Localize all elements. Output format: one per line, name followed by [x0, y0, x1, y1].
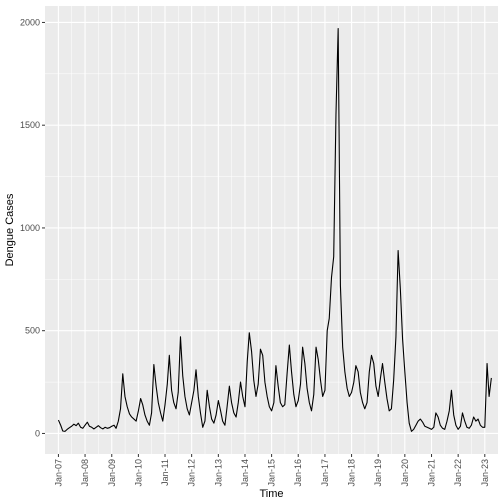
- x-tick-label: Jan-23: [480, 459, 490, 487]
- x-tick-label: Jan-08: [80, 459, 90, 487]
- x-tick-label: Jan-16: [293, 459, 303, 487]
- minor-gridlines: [45, 6, 498, 454]
- series-line-dengue-cases: [57, 28, 492, 432]
- x-tick-label: Jan-14: [240, 459, 250, 487]
- y-tick-label: 500: [25, 326, 40, 336]
- y-tick-label: 0: [35, 428, 40, 438]
- x-tick-label: Jan-07: [53, 459, 63, 487]
- x-tick-label: Jan-22: [453, 459, 463, 487]
- x-tick-label: Jan-10: [133, 459, 143, 487]
- y-tick-label: 2000: [20, 17, 40, 27]
- x-tick-label: Jan-19: [373, 459, 383, 487]
- y-axis-title: Dengue Cases: [4, 193, 16, 266]
- x-tick-label: Jan-18: [347, 459, 357, 487]
- x-tick-label: Jan-12: [187, 459, 197, 487]
- y-tick-label: 1000: [20, 223, 40, 233]
- x-tick-label: Jan-11: [160, 459, 170, 486]
- x-tick-label: Jan-13: [213, 459, 223, 487]
- x-axis-ticks: Jan-07 Jan-08 Jan-09 Jan-10 Jan-11 Jan-12 Jan-…: [53, 454, 490, 487]
- x-tick-label: Jan-21: [427, 459, 437, 487]
- x-tick-label: Jan-09: [107, 459, 117, 487]
- x-tick-label: Jan-20: [400, 459, 410, 487]
- x-tick-label: Jan-17: [320, 459, 330, 487]
- x-tick-label: Jan-15: [267, 459, 277, 487]
- x-axis-title: Time: [259, 488, 283, 500]
- y-tick-label: 1500: [20, 120, 40, 130]
- y-axis-ticks: 0 500 1000 1500 2000: [20, 17, 45, 438]
